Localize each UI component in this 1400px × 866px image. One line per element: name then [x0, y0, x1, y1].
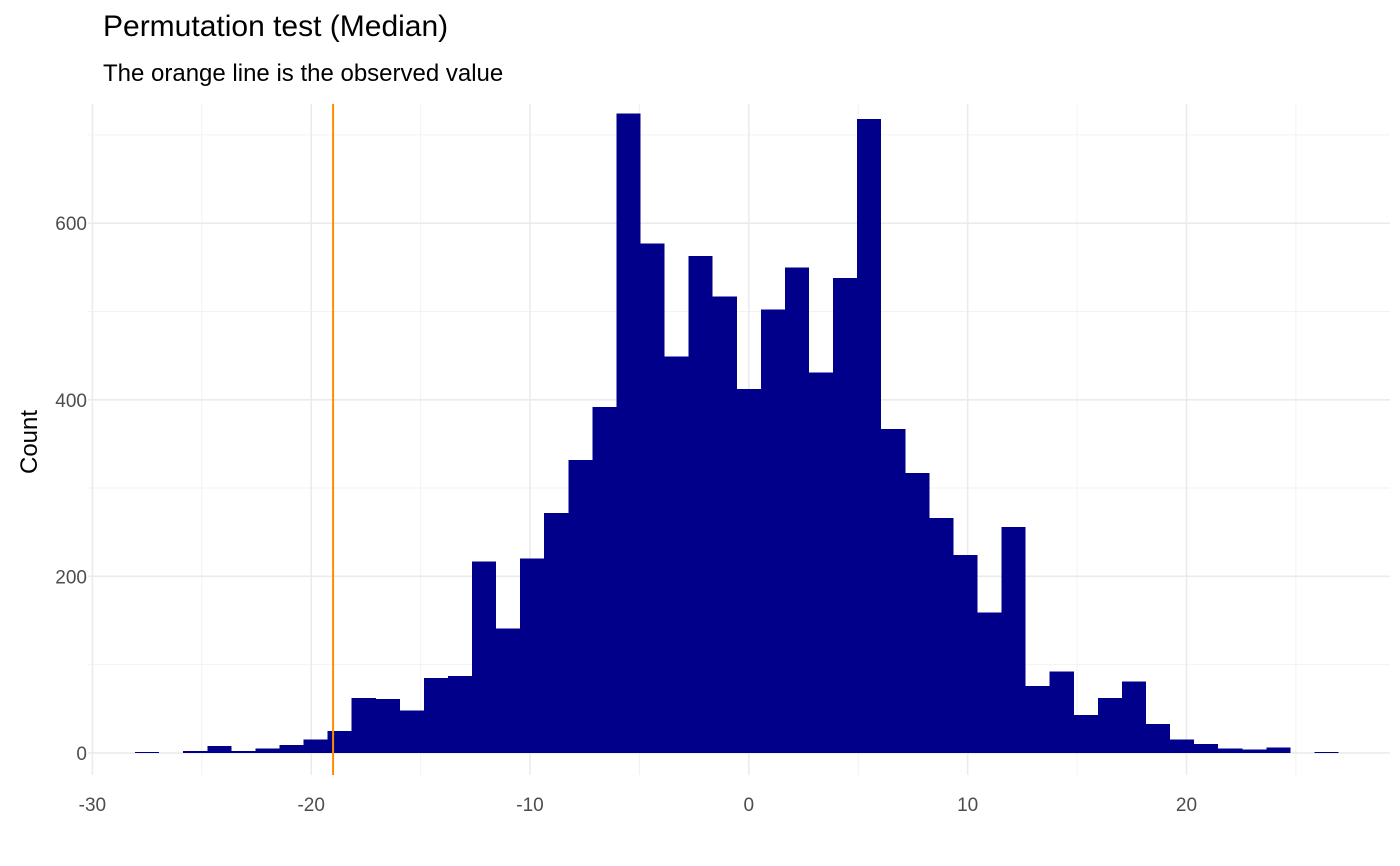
y-tick-label: 400	[55, 391, 87, 412]
histogram-bar	[1314, 752, 1339, 753]
histogram-bar	[351, 698, 376, 753]
x-tick-label: 0	[744, 795, 755, 816]
histogram-bar	[953, 555, 978, 753]
histogram-bar	[736, 389, 761, 753]
histogram-bar	[1146, 723, 1171, 753]
histogram-bar	[1049, 671, 1074, 753]
histogram-bar	[231, 751, 256, 753]
histogram-bar	[472, 561, 497, 753]
histogram-bar	[327, 730, 352, 753]
histogram-bar	[664, 356, 689, 753]
chart-title: Permutation test (Median)	[103, 10, 449, 43]
histogram-bar	[1170, 739, 1195, 753]
x-tick-label: -20	[297, 795, 324, 816]
histogram-bar	[857, 119, 882, 753]
histogram-bar	[255, 748, 280, 753]
histogram-bar	[1218, 748, 1243, 753]
histogram-bar	[135, 752, 160, 753]
histogram-bar	[399, 710, 424, 753]
histogram-bar	[905, 473, 930, 753]
histogram-bar	[833, 277, 858, 753]
histogram-bars	[135, 113, 1339, 753]
histogram-bar	[1121, 681, 1147, 753]
y-tick-label: 600	[55, 214, 87, 235]
histogram-bar	[279, 744, 304, 753]
histogram-bar	[784, 267, 810, 753]
x-tick-label: -10	[516, 795, 543, 816]
histogram-bar	[1073, 714, 1098, 753]
histogram-bar	[688, 255, 713, 753]
histogram-bar	[760, 309, 785, 753]
histogram-bar	[447, 676, 473, 753]
histogram-bar	[592, 406, 617, 753]
x-tick-label: -30	[79, 795, 106, 816]
histogram-bar	[568, 459, 593, 753]
histogram-bar	[1266, 747, 1291, 753]
histogram-bar	[809, 372, 834, 753]
histogram-bar	[1242, 749, 1267, 753]
histogram-bar	[881, 428, 906, 753]
y-axis-ticks: 0 200 400 600	[55, 214, 87, 765]
histogram-bar	[1194, 744, 1219, 753]
y-axis-title: Count	[16, 410, 43, 474]
histogram-bar	[520, 558, 545, 753]
histogram-bar	[1001, 526, 1026, 753]
x-tick-label: 10	[957, 795, 978, 816]
histogram-bar	[423, 677, 448, 753]
histogram-bar	[929, 518, 954, 753]
histogram-bar	[375, 699, 400, 753]
histogram-bar	[1025, 685, 1050, 753]
histogram-bar	[496, 628, 521, 753]
histogram-bar	[183, 751, 208, 753]
histogram-bar	[977, 612, 1002, 753]
histogram-bar	[616, 113, 641, 753]
histogram-bar	[1097, 698, 1122, 753]
x-axis-ticks: -30 -20 -10 0 10 20	[79, 795, 1197, 816]
histogram-bar	[640, 243, 665, 753]
histogram-bar	[712, 296, 737, 753]
histogram-bar	[303, 739, 328, 753]
y-tick-label: 200	[55, 567, 87, 588]
y-tick-label: 0	[76, 744, 87, 765]
histogram-bar	[544, 512, 569, 753]
x-tick-label: 20	[1176, 795, 1197, 816]
chart-subtitle: The orange line is the observed value	[103, 60, 504, 87]
histogram-bar	[207, 745, 232, 753]
